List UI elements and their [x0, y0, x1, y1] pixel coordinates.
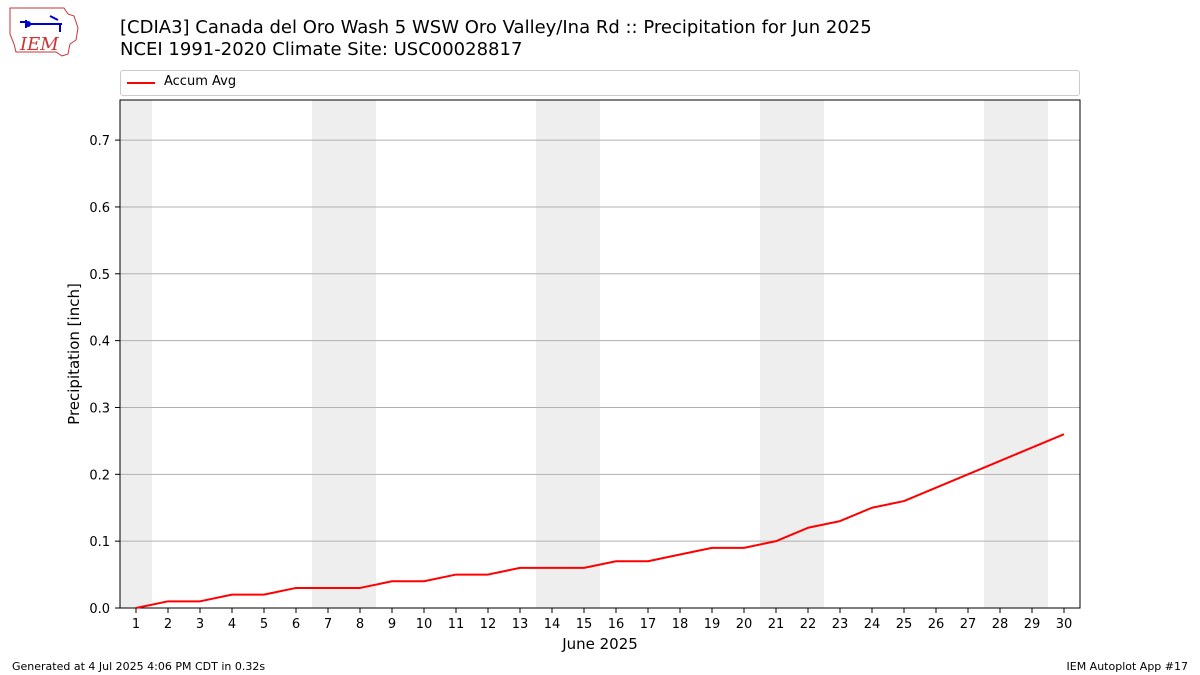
x-tick-label-11: 12: [480, 617, 497, 632]
weekend-band-1: [312, 100, 376, 608]
y-tick-label-0: 0.0: [89, 602, 110, 617]
x-tick-label-7: 8: [356, 617, 364, 632]
x-tick-label-19: 20: [736, 617, 753, 632]
x-tick-label-3: 4: [228, 617, 236, 632]
weekend-band-0: [120, 100, 152, 608]
x-tick-label-28: 29: [1024, 617, 1041, 632]
series-line-accum-avg: [135, 433, 1065, 609]
x-tick-label-27: 28: [992, 617, 1009, 632]
title-line-1: [CDIA3] Canada del Oro Wash 5 WSW Oro Va…: [120, 17, 872, 38]
footer-app-id: IEM Autoplot App #17: [1066, 660, 1189, 673]
legend-swatch-accum-avg: [127, 82, 155, 84]
weekend-band-4: [984, 100, 1048, 608]
x-tick-label-1: 2: [164, 617, 172, 632]
x-tick-label-16: 17: [640, 617, 657, 632]
iem-logo: IEM: [6, 4, 82, 64]
y-axis-label: Precipitation [inch]: [65, 283, 83, 425]
weekend-band-3: [760, 100, 824, 608]
footer-generated: Generated at 4 Jul 2025 4:06 PM CDT in 0…: [12, 660, 266, 673]
title-line-2: NCEI 1991-2020 Climate Site: USC00028817: [120, 39, 523, 60]
x-tick-label-24: 25: [896, 617, 913, 632]
y-tick-label-7: 0.7: [89, 134, 110, 149]
x-tick-label-15: 16: [608, 617, 625, 632]
y-tick-label-5: 0.5: [89, 268, 110, 283]
legend-label-accum-avg: Accum Avg: [164, 74, 237, 89]
y-tick-label-2: 0.2: [89, 468, 110, 483]
x-tick-label-4: 5: [260, 617, 268, 632]
x-tick-label-17: 18: [672, 617, 689, 632]
x-tick-label-14: 15: [576, 617, 593, 632]
x-tick-label-23: 24: [864, 617, 881, 632]
legend: Accum Avg: [120, 70, 1080, 96]
x-tick-label-6: 7: [324, 617, 332, 632]
x-tick-label-9: 10: [416, 617, 433, 632]
chart-title: [CDIA3] Canada del Oro Wash 5 WSW Oro Va…: [120, 17, 872, 61]
y-tick-label-6: 0.6: [89, 201, 110, 216]
x-tick-label-8: 9: [388, 617, 396, 632]
weekend-band-2: [536, 100, 600, 608]
y-tick-label-3: 0.3: [89, 401, 110, 416]
x-tick-label-0: 1: [132, 617, 140, 632]
x-tick-label-2: 3: [196, 617, 204, 632]
x-axis-label: June 2025: [561, 635, 638, 653]
x-tick-label-29: 30: [1056, 617, 1073, 632]
plot-frame: [119, 99, 1081, 609]
y-tick-label-1: 0.1: [89, 535, 110, 550]
x-tick-label-5: 6: [292, 617, 300, 632]
x-tick-label-18: 19: [704, 617, 721, 632]
x-tick-label-10: 11: [448, 617, 465, 632]
x-tick-label-13: 14: [544, 617, 561, 632]
x-tick-label-22: 23: [832, 617, 849, 632]
y-tick-label-4: 0.4: [89, 335, 110, 350]
x-tick-label-20: 21: [768, 617, 785, 632]
x-tick-label-26: 27: [960, 617, 977, 632]
x-tick-label-21: 22: [800, 617, 817, 632]
x-tick-label-12: 13: [512, 617, 529, 632]
x-tick-label-25: 26: [928, 617, 945, 632]
logo-text: IEM: [19, 34, 59, 55]
